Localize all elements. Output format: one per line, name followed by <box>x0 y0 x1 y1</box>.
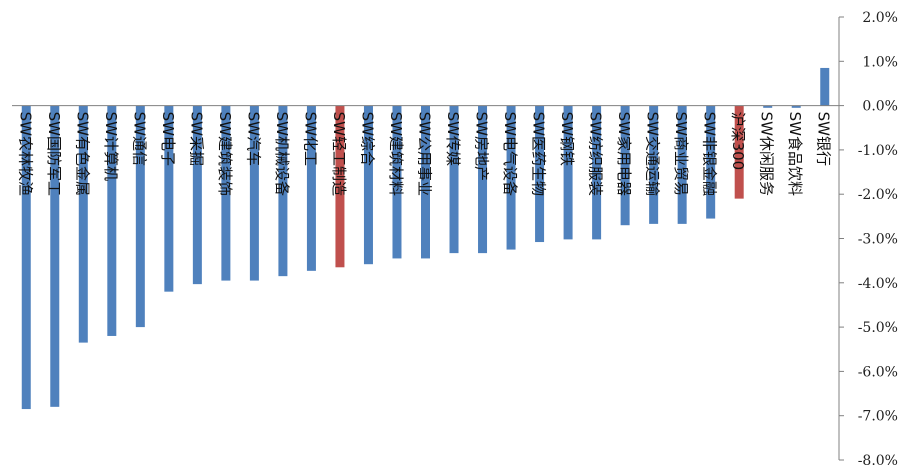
category-label: SW银行 <box>815 112 833 166</box>
y-tick-label: -6.0% <box>858 364 898 380</box>
bar <box>649 105 659 224</box>
category-label: SW国防军工 <box>45 112 63 196</box>
bar <box>78 105 88 343</box>
bars-layer <box>21 67 830 410</box>
bar <box>107 105 117 336</box>
category-label: SW钢铁 <box>558 112 576 166</box>
category-label: SW纺织服装 <box>587 112 605 196</box>
bar <box>50 105 60 407</box>
category-label: SW非银金融 <box>701 112 719 196</box>
y-tick-label: 2.0% <box>862 10 898 26</box>
category-label: SW通信 <box>130 112 148 166</box>
bar <box>278 105 288 277</box>
y-axis-ticks: 2.0% 1.0% 0.0% -1.0% -2.0% -3.0% -4.0% -5.0% -6.… <box>839 10 898 467</box>
bar <box>306 105 316 271</box>
y-tick-label: 1.0% <box>862 54 898 70</box>
bar <box>592 105 602 240</box>
category-labels: SW农林牧渔 SW国防军工 SW有色金属 SW计算机 SW通信 SW电子 SW采掘 SW建筑装… <box>16 112 832 196</box>
y-tick-label: 0.0% <box>862 99 898 115</box>
category-label: SW电气设备 <box>501 112 519 196</box>
category-label: SW商业贸易 <box>672 112 690 196</box>
bar <box>478 105 488 254</box>
bar <box>164 105 174 292</box>
category-label: SW医药生物 <box>530 112 548 196</box>
category-label: SW房地产 <box>473 112 491 181</box>
category-label: SW电子 <box>159 112 177 166</box>
bar <box>706 105 716 219</box>
bar <box>421 105 430 259</box>
bar <box>677 105 687 224</box>
bar <box>535 105 545 243</box>
y-tick-label: -2.0% <box>858 187 898 203</box>
bar <box>249 105 259 281</box>
category-label: SW建筑装饰 <box>216 112 234 196</box>
category-label: SW食品饮料 <box>786 112 804 196</box>
bar <box>221 105 231 281</box>
bar <box>620 105 630 226</box>
category-label: SW综合 <box>358 112 376 166</box>
category-label: SW采掘 <box>187 112 205 166</box>
category-label: SW农林牧渔 <box>16 112 34 196</box>
bar <box>21 105 31 410</box>
category-label: SW汽车 <box>244 112 262 166</box>
bar <box>820 67 830 106</box>
y-tick-label: -5.0% <box>858 320 898 336</box>
bar <box>506 105 516 250</box>
bar <box>392 105 402 259</box>
bar <box>135 105 145 328</box>
y-tick-label: -8.0% <box>858 453 898 467</box>
category-label: SW化工 <box>301 112 319 166</box>
bar <box>449 105 459 254</box>
category-label: SW计算机 <box>102 112 120 181</box>
bar <box>734 105 744 199</box>
category-label: SW休闲服务 <box>758 112 776 196</box>
y-tick-label: -4.0% <box>858 276 898 292</box>
bar <box>335 105 345 268</box>
category-label: SW交通运输 <box>644 112 662 196</box>
bar <box>363 105 373 265</box>
bar <box>791 105 801 108</box>
bar <box>192 105 202 285</box>
category-label: SW家用电器 <box>615 112 633 196</box>
y-tick-label: -1.0% <box>858 143 898 159</box>
category-label: SW公用事业 <box>416 112 434 196</box>
y-tick-label: -3.0% <box>858 232 898 248</box>
bar <box>563 105 573 240</box>
category-label: SW建筑材料 <box>387 112 405 196</box>
y-tick-label: -7.0% <box>858 409 898 425</box>
bar <box>763 105 773 108</box>
category-label: SW有色金属 <box>73 112 91 196</box>
category-label: SW传媒 <box>444 112 462 166</box>
category-label: SW轻工制造 <box>330 112 348 196</box>
category-label: 沪深300 <box>729 112 747 171</box>
category-label: SW机械设备 <box>273 112 291 196</box>
